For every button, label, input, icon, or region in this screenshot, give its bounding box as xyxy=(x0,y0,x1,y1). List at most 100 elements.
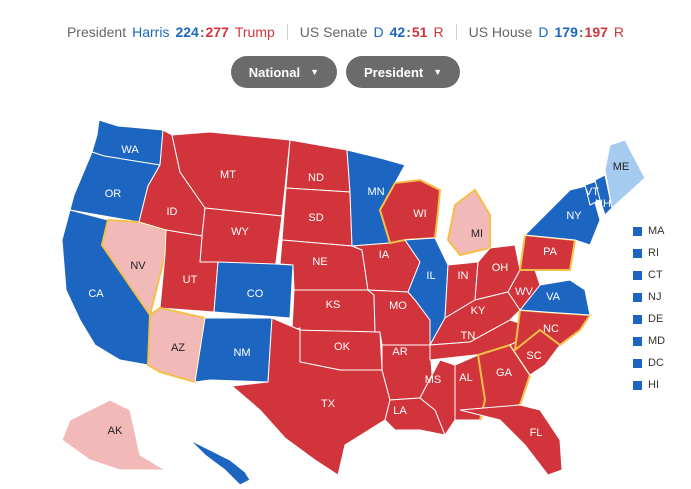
president-race[interactable]: President Harris 224 : 277 Trump xyxy=(55,24,287,40)
state-label-nd: ND xyxy=(308,172,324,184)
state-me[interactable] xyxy=(604,139,646,209)
president-label: President xyxy=(66,24,127,40)
small-state-color-box xyxy=(633,314,642,324)
senate-race[interactable]: US Senate D 42 : 51 R xyxy=(286,24,456,40)
state-labels: WA OR CA NV ID MT WY UT AZ CO NM ND SD NE KS OK TX MN IA MO… xyxy=(88,144,629,439)
state-ks[interactable] xyxy=(291,289,376,333)
small-state-color-box xyxy=(633,292,642,302)
small-state-label: MA xyxy=(648,225,665,237)
state-nd[interactable] xyxy=(285,139,351,193)
small-state-label: DC xyxy=(648,357,664,369)
state-label-ia: IA xyxy=(379,249,390,261)
state-label-ms: MS xyxy=(425,374,442,386)
state-label-wy: WY xyxy=(231,226,249,238)
state-label-wv: WV xyxy=(515,286,533,298)
small-state-label: CT xyxy=(648,269,663,281)
senate-dem-seats: 42 xyxy=(389,24,406,40)
state-label-sd: SD xyxy=(308,212,323,224)
state-tx[interactable] xyxy=(230,317,391,476)
state-label-mo: MO xyxy=(389,300,407,312)
house-rep-prefix: R xyxy=(613,24,625,40)
small-state-color-box xyxy=(633,226,642,236)
race-dropdown-label: President xyxy=(364,64,424,80)
senate-label: US Senate xyxy=(299,24,368,40)
state-label-mt: MT xyxy=(220,169,236,181)
score-separator: : xyxy=(199,24,205,40)
small-state-de[interactable]: DE xyxy=(633,312,665,326)
senate-rep-prefix: R xyxy=(433,24,444,40)
scope-dropdown[interactable]: National ▼ xyxy=(230,56,338,88)
state-label-sc: SC xyxy=(526,350,541,362)
chevron-down-icon: ▼ xyxy=(310,67,320,77)
house-dem-prefix: D xyxy=(538,24,549,40)
state-label-mi: MI xyxy=(471,228,483,240)
state-label-ne: NE xyxy=(312,256,327,268)
chevron-down-icon: ▼ xyxy=(433,67,443,77)
state-il[interactable] xyxy=(404,237,449,347)
state-label-ar: AR xyxy=(392,346,407,358)
state-nm[interactable] xyxy=(194,317,273,383)
state-wv[interactable] xyxy=(507,269,541,311)
house-dem-seats: 179 xyxy=(554,24,578,40)
state-nh[interactable] xyxy=(594,174,613,216)
small-state-color-box xyxy=(633,248,642,258)
state-mi[interactable] xyxy=(446,188,491,257)
state-hi[interactable] xyxy=(189,439,251,486)
state-label-nh: NH xyxy=(595,198,611,210)
state-label-ok: OK xyxy=(334,341,351,353)
state-fl[interactable] xyxy=(459,404,563,476)
small-state-label: RI xyxy=(648,247,659,259)
filter-bar: National ▼ President ▼ xyxy=(0,56,691,88)
small-state-ri[interactable]: RI xyxy=(633,246,665,260)
small-state-ma[interactable]: MA xyxy=(633,224,665,238)
small-state-nj[interactable]: NJ xyxy=(633,290,665,304)
state-label-ky: KY xyxy=(471,305,486,317)
state-label-or: OR xyxy=(105,188,122,200)
scope-dropdown-label: National xyxy=(248,64,301,80)
small-state-color-box xyxy=(633,380,642,390)
state-wy[interactable] xyxy=(199,207,283,271)
state-label-mn: MN xyxy=(367,186,384,198)
house-race[interactable]: US House D 179 : 197 R xyxy=(455,24,636,40)
state-label-az: AZ xyxy=(171,342,185,354)
state-label-ak: AK xyxy=(108,425,123,437)
small-state-hi[interactable]: HI xyxy=(633,378,665,392)
small-state-dc[interactable]: DC xyxy=(633,356,665,370)
state-label-ca: CA xyxy=(88,288,104,300)
state-label-nm: NM xyxy=(233,347,250,359)
state-label-ny: NY xyxy=(566,210,582,222)
state-label-il: IL xyxy=(426,270,435,282)
small-state-ct[interactable]: CT xyxy=(633,268,665,282)
small-states-legend: MA RI CT NJ DE MD DC HI xyxy=(633,224,665,392)
state-ny[interactable] xyxy=(523,184,601,246)
state-co[interactable] xyxy=(213,261,294,319)
state-label-ut: UT xyxy=(183,274,198,286)
state-label-ga: GA xyxy=(496,367,513,379)
state-label-oh: OH xyxy=(492,262,509,274)
state-label-al: AL xyxy=(459,372,472,384)
small-state-color-box xyxy=(633,358,642,368)
score-separator: : xyxy=(406,24,411,40)
state-label-wi: WI xyxy=(413,208,426,220)
state-label-wa: WA xyxy=(121,144,139,156)
results-scoreboard: President Harris 224 : 277 Trump US Sena… xyxy=(0,24,691,40)
house-label: US House xyxy=(468,24,533,40)
score-separator: : xyxy=(578,24,584,40)
small-state-color-box xyxy=(633,336,642,346)
state-label-nc: NC xyxy=(543,323,559,335)
state-label-nv: NV xyxy=(130,260,146,272)
state-label-in: IN xyxy=(458,270,469,282)
state-label-va: VA xyxy=(546,291,561,303)
state-label-me: ME xyxy=(613,161,630,173)
house-rep-seats: 197 xyxy=(584,24,608,40)
state-label-tx: TX xyxy=(321,398,336,410)
state-ms[interactable] xyxy=(419,359,456,437)
state-ak[interactable] xyxy=(61,399,167,471)
state-label-vt: VT xyxy=(585,186,599,198)
race-dropdown[interactable]: President ▼ xyxy=(346,56,461,88)
senate-dem-prefix: D xyxy=(373,24,384,40)
state-label-ks: KS xyxy=(326,299,341,311)
small-state-md[interactable]: MD xyxy=(633,334,665,348)
state-pa[interactable] xyxy=(518,233,577,271)
